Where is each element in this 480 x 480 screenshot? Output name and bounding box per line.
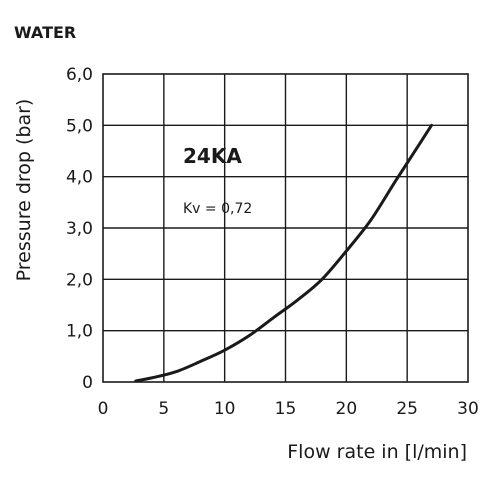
x-tick-label: 25 — [396, 399, 418, 419]
x-tick-labels: 0 5 10 15 20 25 30 — [98, 399, 479, 419]
y-tick-label: 5,0 — [66, 116, 93, 136]
kv-label: Kv = 0,72 — [183, 201, 252, 217]
y-tick-label: 2,0 — [66, 270, 93, 290]
chart-fluid-title: WATER — [14, 23, 76, 42]
pressure-drop-curve — [134, 123, 433, 383]
y-axis-label: Pressure drop (bar) — [13, 99, 35, 282]
x-tick-label: 10 — [214, 399, 236, 419]
x-tick-label: 0 — [98, 399, 109, 419]
x-tick-label: 20 — [336, 399, 358, 419]
y-tick-label: 0 — [82, 373, 93, 393]
plot-frame — [102, 73, 469, 383]
x-tick-label: 15 — [275, 399, 297, 419]
plot-grid — [103, 74, 468, 382]
y-tick-label: 3,0 — [66, 219, 93, 239]
y-tick-labels: 0 1,0 2,0 3,0 4,0 5,0 6,0 — [66, 65, 93, 393]
y-tick-label: 4,0 — [66, 168, 93, 188]
y-tick-label: 6,0 — [66, 65, 93, 85]
x-axis-label: Flow rate in [l/min] — [287, 441, 467, 463]
x-tick-label: 5 — [158, 399, 169, 419]
model-label: 24KA — [183, 144, 242, 168]
y-tick-label: 1,0 — [66, 322, 93, 342]
x-tick-label: 30 — [457, 399, 479, 419]
